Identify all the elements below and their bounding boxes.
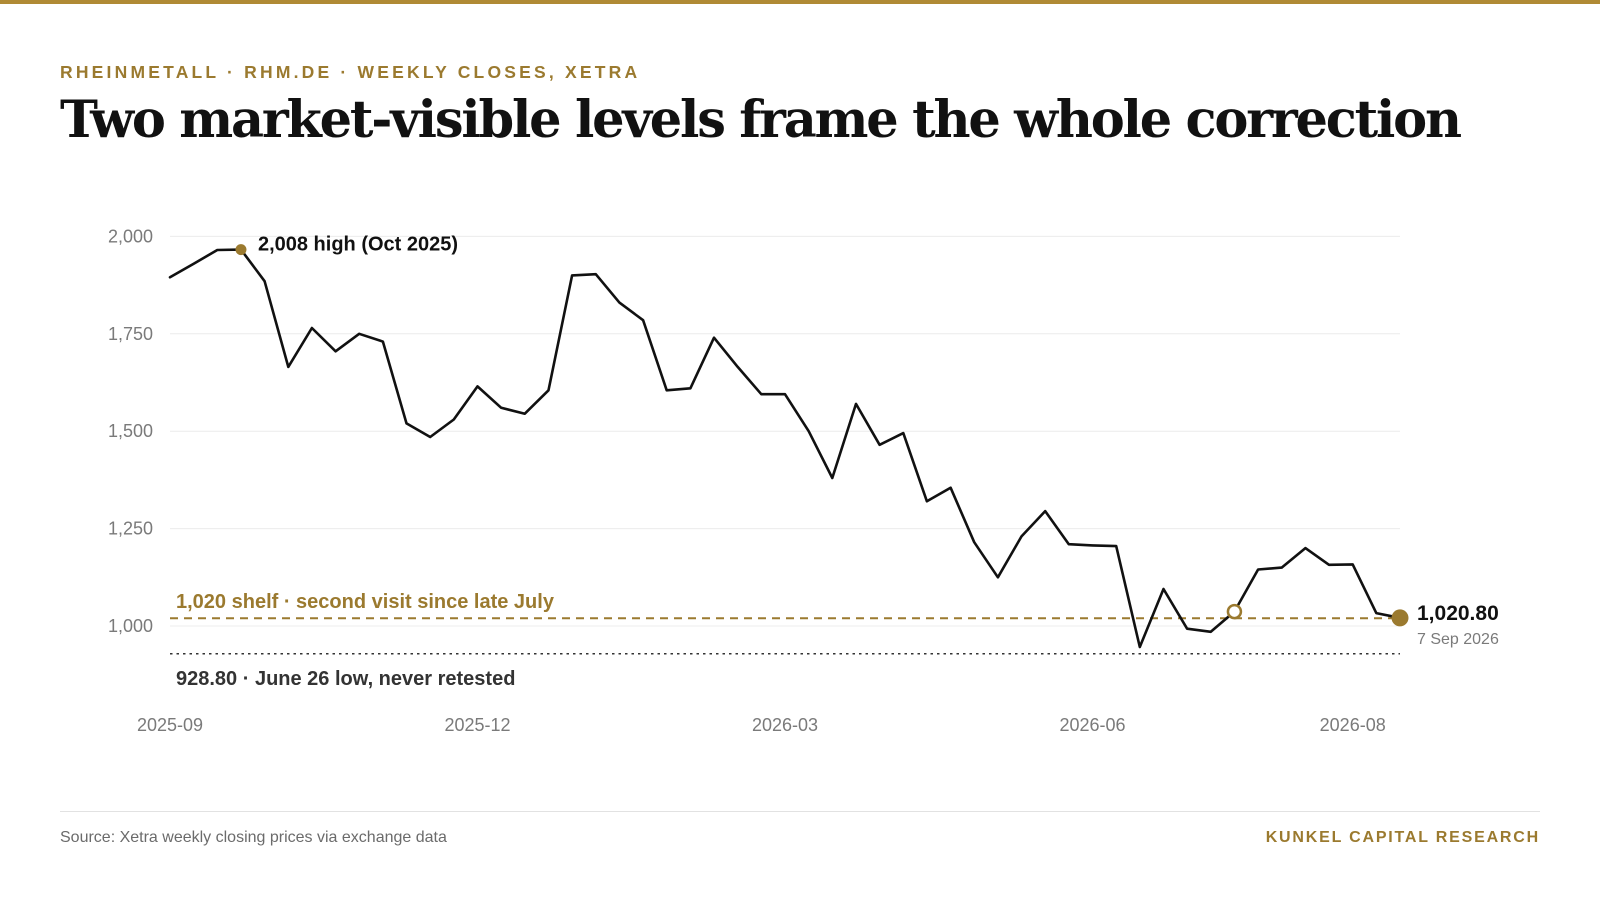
last-value-label: 1,020.80: [1417, 602, 1499, 625]
price-chart: 1,000 1,250 1,500 1,750 2,000 2025-09 2025-12…: [108, 226, 1499, 735]
y-tick-label: 1,000: [108, 616, 153, 636]
y-axis: 1,000 1,250 1,500 1,750 2,000: [108, 226, 153, 636]
chart-title: Two market-visible levels frame the whol…: [60, 90, 1462, 150]
footer-divider: [60, 811, 1540, 812]
x-axis: 2025-09 2025-12 2026-03 2026-06 2026-08: [137, 715, 1386, 735]
source-note: Source: Xetra weekly closing prices via …: [60, 829, 447, 846]
low-annotation-label: 928.80 · June 26 low, never retested: [176, 668, 515, 690]
top-accent-rule: [0, 0, 1600, 4]
y-tick-label: 2,000: [108, 226, 153, 246]
grid-lines: [170, 235, 1400, 627]
last-date-label: 7 Sep 2026: [1417, 631, 1499, 648]
brand-label: KUNKEL CAPITAL RESEARCH: [1265, 829, 1540, 846]
x-tick-label: 2026-03: [752, 715, 818, 735]
x-tick-label: 2025-12: [444, 715, 510, 735]
annotations: 2,008 high (Oct 2025) 1,020 shelf · seco…: [176, 234, 1499, 690]
y-tick-label: 1,250: [108, 519, 153, 539]
x-tick-label: 2026-08: [1320, 715, 1386, 735]
revisit-marker: [1226, 603, 1243, 620]
y-tick-label: 1,750: [108, 324, 153, 344]
x-tick-label: 2026-06: [1059, 715, 1125, 735]
high-annotation-label: 2,008 high (Oct 2025): [258, 234, 458, 256]
reference-lines: [170, 617, 1400, 655]
last-marker: [1391, 609, 1409, 627]
price-line: [168, 248, 1402, 649]
y-tick-label: 1,500: [108, 421, 153, 441]
high-marker: [235, 244, 247, 256]
chart-kicker: RHEINMETALL · RHM.DE · WEEKLY CLOSES, XE…: [60, 62, 641, 82]
x-tick-label: 2025-09: [137, 715, 203, 735]
price-series: [168, 248, 1402, 649]
shelf-annotation-label: 1,020 shelf · second visit since late Ju…: [176, 591, 555, 613]
